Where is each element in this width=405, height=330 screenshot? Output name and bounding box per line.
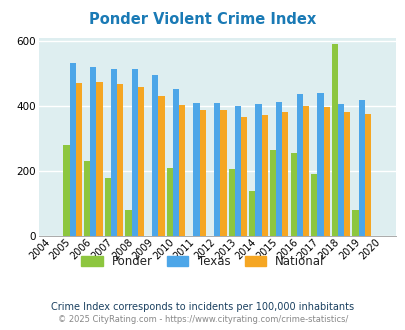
Bar [269, 150, 275, 236]
Bar [152, 75, 158, 236]
Text: Crime Index corresponds to incidents per 100,000 inhabitants: Crime Index corresponds to incidents per… [51, 302, 354, 312]
Bar [84, 161, 90, 236]
Bar [158, 96, 164, 236]
Bar [281, 112, 288, 236]
Bar [179, 105, 185, 236]
Bar [296, 94, 302, 236]
Bar [290, 153, 296, 236]
Bar [275, 102, 281, 236]
Bar [63, 145, 69, 236]
Bar [111, 69, 117, 236]
Bar [358, 100, 364, 236]
Bar [131, 69, 137, 236]
Bar [310, 174, 317, 236]
Legend: Ponder, Texas, National: Ponder, Texas, National [77, 250, 328, 273]
Bar [137, 87, 143, 236]
Bar [193, 103, 199, 236]
Bar [117, 84, 123, 236]
Bar [76, 83, 82, 236]
Bar [331, 45, 337, 236]
Bar [255, 105, 261, 236]
Bar [337, 104, 343, 236]
Bar [234, 106, 240, 236]
Bar [69, 63, 76, 236]
Bar [323, 107, 329, 236]
Bar [213, 103, 220, 236]
Bar [261, 115, 267, 236]
Bar [317, 93, 323, 236]
Bar [166, 168, 173, 236]
Text: Ponder Violent Crime Index: Ponder Violent Crime Index [89, 12, 316, 26]
Bar [249, 191, 255, 236]
Bar [240, 116, 247, 236]
Text: © 2025 CityRating.com - https://www.cityrating.com/crime-statistics/: © 2025 CityRating.com - https://www.city… [58, 315, 347, 324]
Bar [90, 67, 96, 236]
Bar [199, 110, 205, 236]
Bar [104, 178, 111, 236]
Bar [364, 114, 370, 236]
Bar [125, 210, 131, 236]
Bar [302, 106, 308, 236]
Bar [220, 110, 226, 236]
Bar [96, 82, 102, 236]
Bar [343, 112, 350, 236]
Bar [173, 89, 179, 236]
Bar [228, 169, 234, 236]
Bar [352, 210, 358, 236]
